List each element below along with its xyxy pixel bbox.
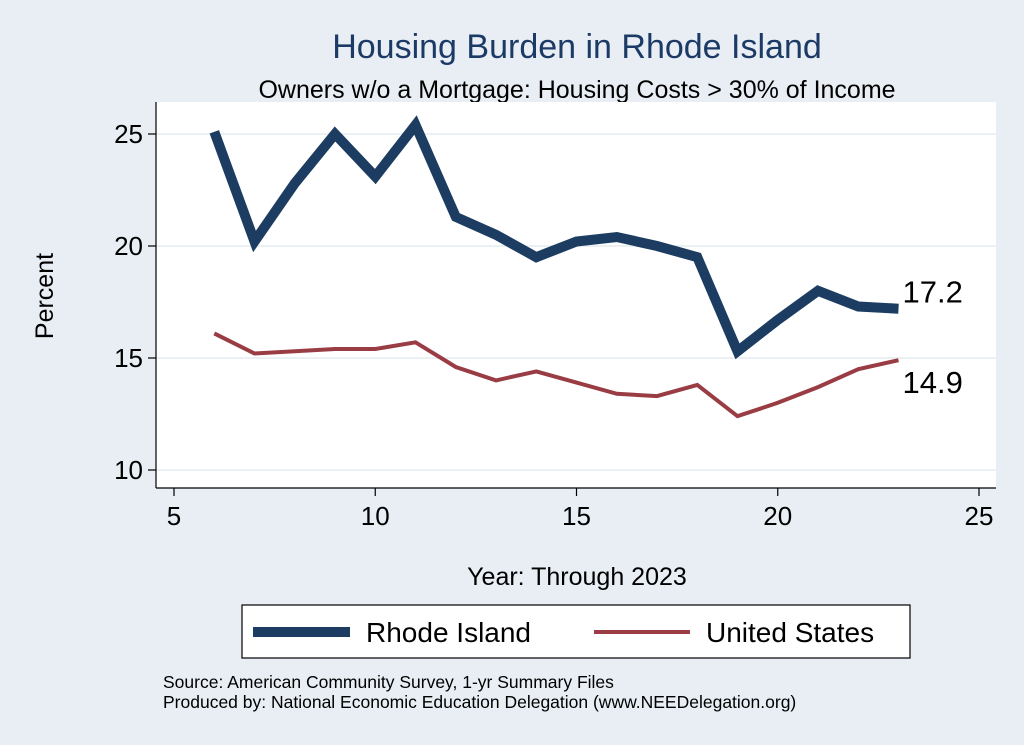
legend-label-rhode-island: Rhode Island [366,617,531,648]
source-note: Source: American Community Survey, 1-yr … [163,672,614,692]
chart-title: Housing Burden in Rhode Island [332,28,822,66]
end-label-rhode-island: 17.2 [903,275,963,310]
x-tick-label: 25 [965,501,994,531]
legend-label-united-states: United States [706,617,874,648]
x-tick-label: 10 [361,501,390,531]
x-axis-label: Year: Through 2023 [467,563,687,591]
y-tick-label: 20 [114,231,143,261]
plot-area [156,102,996,488]
x-tick-label: 5 [167,501,181,531]
x-tick-label: 20 [763,501,792,531]
axis-ticks: 10 15 20 25 5 10 15 20 25 [114,119,993,531]
y-tick-label: 15 [114,343,143,373]
end-label-united-states: 14.9 [903,365,963,400]
series-line-rhode-island [209,115,899,360]
legend-box [241,604,911,659]
y-tick-label: 25 [114,119,143,149]
producer-note: Produced by: National Economic Education… [163,692,797,712]
chart-subtitle: Owners w/o a Mortgage: Housing Costs > 3… [258,76,895,104]
series-lines [209,115,899,419]
x-tick-label: 15 [562,501,591,531]
y-axis-label: Percent [31,253,59,339]
y-tick-label: 10 [114,455,143,485]
series-line-united-states [213,331,899,419]
end-labels: 17.2 14.9 [903,275,963,401]
